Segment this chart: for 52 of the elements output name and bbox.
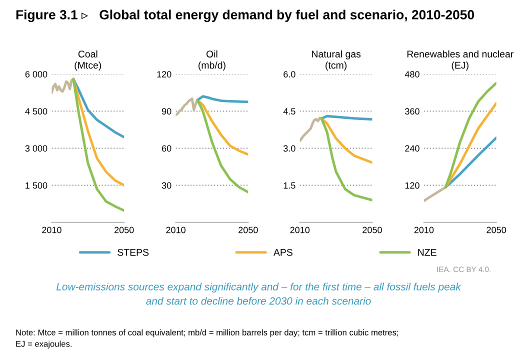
line-series bbox=[320, 117, 372, 202]
chart-title: Renewables and nuclear bbox=[407, 50, 514, 58]
chart-title: Oil bbox=[206, 50, 218, 58]
y-tick-label: 90 bbox=[162, 108, 172, 115]
y-tick-label: 1 500 bbox=[26, 182, 48, 189]
legend-label: APS bbox=[273, 248, 292, 256]
legend-label: NZE bbox=[418, 249, 436, 256]
line-series bbox=[72, 78, 124, 212]
text: Note: Mtce = million tonnes of coal equivalent; mb/d = million barrels per day; tcm = trillion cubic metres; EJ = exajoules. bbox=[16, 329, 398, 348]
y-tick-label: 4.5 bbox=[283, 108, 296, 115]
line-series bbox=[196, 98, 248, 156]
chart-subtitle: (mb/d) bbox=[198, 62, 226, 71]
y-tick-label: 1.5 bbox=[284, 182, 296, 189]
x-tick-label: 2050 bbox=[362, 226, 382, 234]
y-tick-label: 480 bbox=[404, 71, 420, 78]
line-series bbox=[300, 116, 323, 142]
chart-subtitle: (tcm) bbox=[326, 62, 347, 71]
y-tick-label: 60 bbox=[162, 145, 172, 152]
legend-label: STEPS bbox=[118, 248, 149, 256]
line-series bbox=[72, 78, 124, 138]
chart-subtitle: (EJ) bbox=[452, 62, 468, 71]
y-tick-label: 6 000 bbox=[25, 71, 48, 78]
y-tick-label: 30 bbox=[162, 182, 172, 189]
line-series bbox=[444, 136, 496, 188]
x-tick-label: 2010 bbox=[166, 226, 186, 234]
line-series bbox=[72, 78, 124, 187]
line-series bbox=[196, 98, 248, 194]
y-tick-label: 3.0 bbox=[283, 145, 296, 152]
x-tick-label: 2050 bbox=[486, 226, 506, 234]
x-tick-label: 2010 bbox=[414, 226, 434, 234]
x-tick-label: 2010 bbox=[42, 226, 62, 234]
y-tick-label: 4 500 bbox=[25, 108, 48, 115]
y-tick-label: 3 000 bbox=[25, 145, 48, 152]
x-tick-label: 2050 bbox=[238, 226, 258, 234]
chart-title: Natural gas bbox=[312, 50, 361, 60]
y-tick-label: 120 bbox=[157, 71, 172, 78]
y-tick-label: 360 bbox=[405, 108, 420, 115]
line-series bbox=[52, 78, 75, 94]
y-tick-label: 6.0 bbox=[284, 71, 296, 78]
line-series bbox=[444, 102, 496, 188]
text: Figure 3.1 ▹ Global total energy demand by fuel and scenario, 2010-2050 bbox=[16, 10, 474, 22]
line-series bbox=[444, 82, 496, 188]
y-tick-label: 240 bbox=[405, 145, 420, 152]
x-tick-label: 2050 bbox=[114, 226, 134, 234]
text: Low-emissions sources expand significantly and – for the first time – all fossil fuels peak and start to decline before 2030 in each scenario bbox=[56, 282, 462, 305]
x-tick-label: 2010 bbox=[290, 226, 310, 234]
line-series bbox=[424, 186, 447, 202]
line-series bbox=[176, 98, 199, 116]
line-series bbox=[320, 117, 372, 164]
chart-title: Coal bbox=[78, 50, 98, 58]
y-tick-label: 120 bbox=[405, 182, 420, 189]
chart-subtitle: (Mtce) bbox=[74, 62, 102, 71]
